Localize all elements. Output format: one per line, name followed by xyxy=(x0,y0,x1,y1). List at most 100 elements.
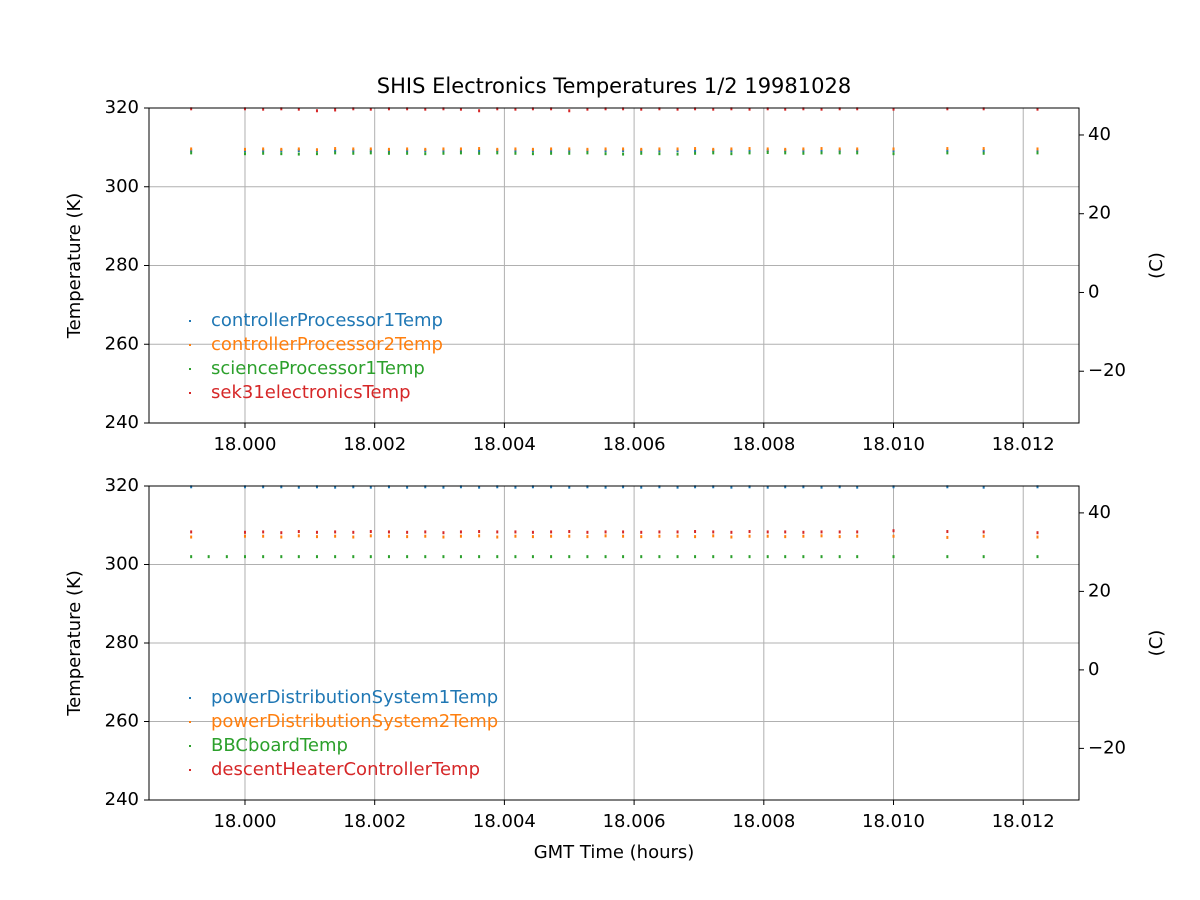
point xyxy=(604,555,607,559)
point xyxy=(406,147,409,151)
point xyxy=(459,151,462,155)
y2-tick-label: 0 xyxy=(1088,281,1099,302)
point xyxy=(550,485,553,489)
legend-label: scienceProcessor1Temp xyxy=(211,358,425,379)
point xyxy=(658,152,661,156)
point xyxy=(946,149,949,153)
legend-label: descentHeaterControllerTemp xyxy=(211,759,480,780)
legend-label: powerDistributionSystem2Temp xyxy=(211,711,498,732)
point xyxy=(190,485,193,489)
point xyxy=(676,485,679,489)
point xyxy=(658,534,661,538)
point xyxy=(820,107,823,111)
point xyxy=(1036,151,1039,155)
point xyxy=(838,485,841,489)
point xyxy=(730,530,733,534)
point xyxy=(459,534,462,538)
point xyxy=(280,147,283,151)
point xyxy=(1036,149,1039,153)
point xyxy=(856,534,859,538)
point xyxy=(586,147,589,151)
point xyxy=(262,534,265,538)
point xyxy=(568,485,571,489)
point xyxy=(748,555,751,559)
point xyxy=(748,151,751,155)
point xyxy=(784,147,787,151)
x-axis-label: GMT Time (hours) xyxy=(534,842,695,863)
point xyxy=(262,530,265,534)
point xyxy=(748,147,751,151)
point xyxy=(496,485,499,489)
x-tick-label: 18.002 xyxy=(343,811,406,832)
point xyxy=(387,107,390,111)
point xyxy=(748,534,751,538)
point xyxy=(820,555,823,559)
point xyxy=(334,151,337,155)
x-tick-label: 18.012 xyxy=(992,434,1055,455)
point xyxy=(297,530,300,534)
point xyxy=(207,555,210,559)
x-tick-label: 18.012 xyxy=(992,811,1055,832)
point xyxy=(838,555,841,559)
point xyxy=(748,107,751,111)
point xyxy=(424,555,427,559)
point xyxy=(946,107,949,111)
y-tick-label: 320 xyxy=(105,475,139,496)
x-tick-label: 18.000 xyxy=(213,811,276,832)
point xyxy=(694,530,697,534)
y-tick-label: 240 xyxy=(105,789,139,810)
legend-marker xyxy=(189,745,191,747)
point xyxy=(640,107,643,111)
point xyxy=(369,530,372,534)
point xyxy=(352,147,355,151)
point xyxy=(387,147,390,151)
point xyxy=(190,149,193,153)
point xyxy=(424,534,427,538)
point xyxy=(531,152,534,156)
point xyxy=(820,530,823,534)
point xyxy=(586,535,589,539)
point xyxy=(550,530,553,534)
point xyxy=(369,555,372,559)
point xyxy=(406,555,409,559)
point xyxy=(694,555,697,559)
point xyxy=(424,485,427,489)
point xyxy=(550,147,553,151)
point xyxy=(550,149,553,153)
point xyxy=(334,147,337,151)
y-axis-label: Temperature (K) xyxy=(64,193,85,340)
legend-marker xyxy=(189,697,191,699)
point xyxy=(982,151,985,155)
point xyxy=(622,534,625,538)
x-tick-label: 18.008 xyxy=(732,434,795,455)
point xyxy=(1036,535,1039,539)
point xyxy=(784,485,787,489)
point xyxy=(406,149,409,153)
point xyxy=(442,535,445,539)
point xyxy=(352,555,355,559)
point xyxy=(531,535,534,539)
point xyxy=(297,149,300,153)
point xyxy=(225,555,228,559)
point xyxy=(856,149,859,153)
point xyxy=(730,485,733,489)
point xyxy=(531,530,534,534)
point xyxy=(568,530,571,534)
point xyxy=(784,555,787,559)
point xyxy=(820,534,823,538)
y2-axis-label: (C) xyxy=(1146,252,1167,279)
point xyxy=(369,485,372,489)
point xyxy=(766,534,769,538)
point xyxy=(280,107,283,111)
point xyxy=(478,530,481,534)
point xyxy=(856,555,859,559)
point xyxy=(243,107,246,111)
point xyxy=(856,147,859,151)
point xyxy=(531,485,534,489)
point xyxy=(387,485,390,489)
point xyxy=(243,530,246,534)
point xyxy=(640,485,643,489)
x-tick-label: 18.006 xyxy=(603,811,666,832)
point xyxy=(766,485,769,489)
point xyxy=(280,531,283,535)
